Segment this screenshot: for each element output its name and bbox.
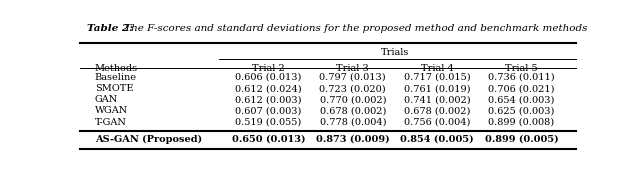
Text: Trial 2: Trial 2 xyxy=(252,64,285,73)
Text: 0.854 (0.005): 0.854 (0.005) xyxy=(400,135,474,144)
Text: 0.706 (0.021): 0.706 (0.021) xyxy=(488,84,555,93)
Text: Trials: Trials xyxy=(381,48,409,57)
Text: 0.778 (0.004): 0.778 (0.004) xyxy=(319,118,386,127)
Text: 0.797 (0.013): 0.797 (0.013) xyxy=(319,73,386,82)
Text: AS-GAN (Proposed): AS-GAN (Proposed) xyxy=(95,135,202,144)
Text: 0.607 (0.003): 0.607 (0.003) xyxy=(236,106,301,115)
Text: 0.654 (0.003): 0.654 (0.003) xyxy=(488,95,555,104)
Text: 0.756 (0.004): 0.756 (0.004) xyxy=(404,118,470,127)
Text: SMOTE: SMOTE xyxy=(95,84,133,93)
Text: Trial 5: Trial 5 xyxy=(505,64,538,73)
Text: 0.899 (0.008): 0.899 (0.008) xyxy=(488,118,554,127)
Text: 0.723 (0.020): 0.723 (0.020) xyxy=(319,84,386,93)
Text: 0.761 (0.019): 0.761 (0.019) xyxy=(404,84,470,93)
Text: 0.612 (0.003): 0.612 (0.003) xyxy=(236,95,301,104)
Text: Baseline: Baseline xyxy=(95,73,137,82)
Text: 0.741 (0.002): 0.741 (0.002) xyxy=(404,95,470,104)
Text: 0.678 (0.002): 0.678 (0.002) xyxy=(319,106,386,115)
Text: 0.606 (0.013): 0.606 (0.013) xyxy=(236,73,301,82)
Text: 0.770 (0.002): 0.770 (0.002) xyxy=(319,95,386,104)
Text: Table 2:: Table 2: xyxy=(88,24,134,33)
Text: 0.899 (0.005): 0.899 (0.005) xyxy=(484,135,558,144)
Text: 0.625 (0.003): 0.625 (0.003) xyxy=(488,106,555,115)
Text: 0.678 (0.002): 0.678 (0.002) xyxy=(404,106,470,115)
Text: T-GAN: T-GAN xyxy=(95,118,127,127)
Text: 0.717 (0.015): 0.717 (0.015) xyxy=(404,73,470,82)
Text: Trial 3: Trial 3 xyxy=(337,64,369,73)
Text: Methods: Methods xyxy=(95,64,138,73)
Text: 0.519 (0.055): 0.519 (0.055) xyxy=(236,118,301,127)
Text: 0.650 (0.013): 0.650 (0.013) xyxy=(232,135,305,144)
Text: 0.736 (0.011): 0.736 (0.011) xyxy=(488,73,555,82)
Text: 0.612 (0.024): 0.612 (0.024) xyxy=(235,84,302,93)
Text: The F-scores and standard deviations for the proposed method and benchmark metho: The F-scores and standard deviations for… xyxy=(121,24,587,33)
Text: GAN: GAN xyxy=(95,95,118,104)
Text: Trial 4: Trial 4 xyxy=(420,64,454,73)
Text: 0.873 (0.009): 0.873 (0.009) xyxy=(316,135,390,144)
Text: WGAN: WGAN xyxy=(95,106,128,115)
